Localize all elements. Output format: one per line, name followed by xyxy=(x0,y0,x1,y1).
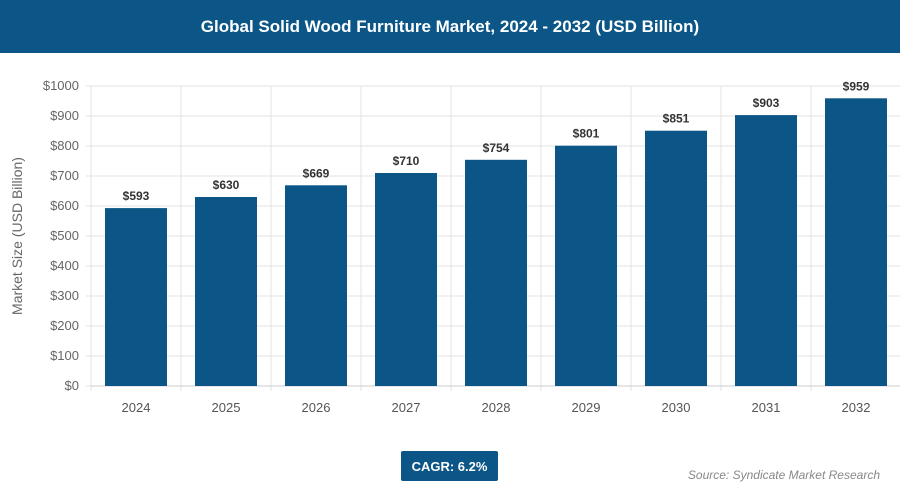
bar xyxy=(645,130,707,386)
y-tick-label: $300 xyxy=(50,288,79,303)
y-tick-label: $400 xyxy=(50,258,79,273)
y-tick-label: $600 xyxy=(50,198,79,213)
y-tick-label: $800 xyxy=(50,138,79,153)
data-label: $710 xyxy=(393,154,420,168)
source-note: Source: Syndicate Market Research xyxy=(687,468,880,482)
x-tick-label: 2025 xyxy=(212,400,241,415)
bar xyxy=(825,98,887,387)
y-tick-label: $200 xyxy=(50,318,79,333)
y-axis-label: Market Size (USD Billion) xyxy=(9,157,25,315)
bar xyxy=(465,159,527,386)
x-tick-label: 2030 xyxy=(662,400,691,415)
x-tick-label: 2024 xyxy=(122,400,151,415)
bar xyxy=(735,115,797,386)
data-label: $630 xyxy=(213,178,240,192)
y-tick-label: $700 xyxy=(50,168,79,183)
bar xyxy=(195,197,257,386)
y-tick-label: $500 xyxy=(50,228,79,243)
y-tick-label: $1000 xyxy=(43,78,79,93)
bar xyxy=(555,145,617,386)
cagr-badge: CAGR: 6.2% xyxy=(401,451,498,481)
x-tick-label: 2027 xyxy=(392,400,421,415)
x-tick-label: 2026 xyxy=(302,400,331,415)
bar xyxy=(285,185,347,386)
y-tick-label: $100 xyxy=(50,348,79,363)
data-label: $801 xyxy=(573,127,600,141)
x-tick-label: 2031 xyxy=(752,400,781,415)
data-label: $903 xyxy=(753,96,780,110)
y-tick-label: $0 xyxy=(65,378,79,393)
chart-title: Global Solid Wood Furniture Market, 2024… xyxy=(0,0,900,53)
data-label: $959 xyxy=(843,79,870,93)
bar xyxy=(375,173,437,386)
data-label: $754 xyxy=(483,141,510,155)
y-tick-label: $900 xyxy=(50,108,79,123)
data-label: $851 xyxy=(663,112,690,126)
data-label: $669 xyxy=(303,166,330,180)
bar xyxy=(105,208,167,386)
x-tick-label: 2032 xyxy=(842,400,871,415)
data-label: $593 xyxy=(123,189,150,203)
x-tick-label: 2028 xyxy=(482,400,511,415)
x-tick-label: 2029 xyxy=(572,400,601,415)
